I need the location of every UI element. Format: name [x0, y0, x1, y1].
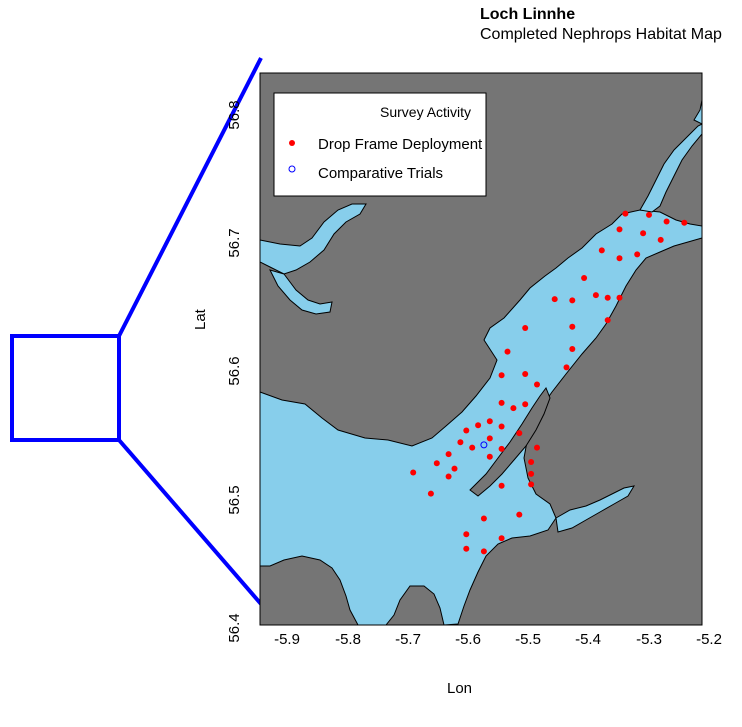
drop-frame-point: [410, 470, 416, 476]
drop-frame-point: [469, 445, 475, 451]
drop-frame-point: [499, 400, 505, 406]
legend-label-comparative: Comparative Trials: [318, 165, 443, 182]
drop-frame-point: [617, 295, 623, 301]
x-tick-label: -5.9: [274, 631, 300, 648]
drop-frame-point: [499, 372, 505, 378]
x-tick-label: -5.8: [335, 631, 361, 648]
drop-frame-point: [593, 292, 599, 298]
drop-frame-point: [605, 295, 611, 301]
y-axis-label: Lat: [192, 309, 209, 330]
drop-frame-point: [499, 483, 505, 489]
drop-frame-point: [528, 459, 534, 465]
y-tick-label: 56.7: [226, 228, 243, 257]
drop-frame-point: [510, 405, 516, 411]
drop-frame-point: [481, 548, 487, 554]
drop-frame-point: [528, 471, 534, 477]
x-tick-label: -5.2: [696, 631, 722, 648]
drop-frame-point: [622, 211, 628, 217]
drop-frame-point: [499, 535, 505, 541]
drop-frame-point: [528, 481, 534, 487]
x-tick-label: -5.7: [395, 631, 421, 648]
drop-frame-point: [522, 401, 528, 407]
x-tick-label: -5.3: [636, 631, 662, 648]
drop-frame-point: [487, 454, 493, 460]
drop-frame-point: [617, 255, 623, 261]
drop-frame-point: [569, 324, 575, 330]
drop-frame-point: [646, 212, 652, 218]
legend-label-drop-frame: Drop Frame Deployment: [318, 136, 483, 153]
drop-frame-point: [640, 230, 646, 236]
x-tick-label: -5.4: [575, 631, 601, 648]
legend-marker-drop-frame: [289, 140, 295, 146]
drop-frame-point: [516, 430, 522, 436]
drop-frame-point: [499, 446, 505, 452]
drop-frame-point: [617, 226, 623, 232]
drop-frame-point: [552, 296, 558, 302]
drop-frame-point: [487, 435, 493, 441]
drop-frame-point: [658, 237, 664, 243]
drop-frame-point: [564, 364, 570, 370]
drop-frame-point: [569, 297, 575, 303]
inset-locator-box: [12, 336, 119, 440]
drop-frame-point: [463, 531, 469, 537]
y-tick-label: 56.4: [226, 613, 243, 642]
drop-frame-point: [475, 422, 481, 428]
y-tick-label: 56.5: [226, 485, 243, 514]
drop-frame-point: [664, 219, 670, 225]
drop-frame-point: [428, 491, 434, 497]
drop-frame-point: [487, 418, 493, 424]
drop-frame-point: [452, 466, 458, 472]
legend-title: Survey Activity: [380, 104, 471, 120]
drop-frame-point: [516, 512, 522, 518]
drop-frame-point: [522, 371, 528, 377]
x-tick-label: -5.6: [455, 631, 481, 648]
x-tick-label: -5.5: [515, 631, 541, 648]
x-axis-label: Lon: [447, 680, 472, 697]
drop-frame-point: [534, 445, 540, 451]
drop-frame-point: [605, 317, 611, 323]
legend: Survey Activity Drop Frame Deployment Co…: [274, 93, 486, 196]
drop-frame-point: [599, 247, 605, 253]
drop-frame-point: [569, 346, 575, 352]
drop-frame-point: [634, 251, 640, 257]
drop-frame-point: [681, 220, 687, 226]
drop-frame-point: [534, 382, 540, 388]
drop-frame-point: [446, 451, 452, 457]
drop-frame-point: [446, 474, 452, 480]
y-tick-label: 56.6: [226, 356, 243, 385]
drop-frame-point: [505, 349, 511, 355]
drop-frame-point: [522, 325, 528, 331]
drop-frame-point: [457, 439, 463, 445]
y-tick-label: 56.8: [226, 100, 243, 129]
drop-frame-point: [481, 516, 487, 522]
drop-frame-point: [463, 428, 469, 434]
drop-frame-point: [499, 424, 505, 430]
drop-frame-point: [463, 546, 469, 552]
drop-frame-point: [434, 460, 440, 466]
inset-connector-bottom: [119, 440, 261, 604]
drop-frame-point: [581, 275, 587, 281]
